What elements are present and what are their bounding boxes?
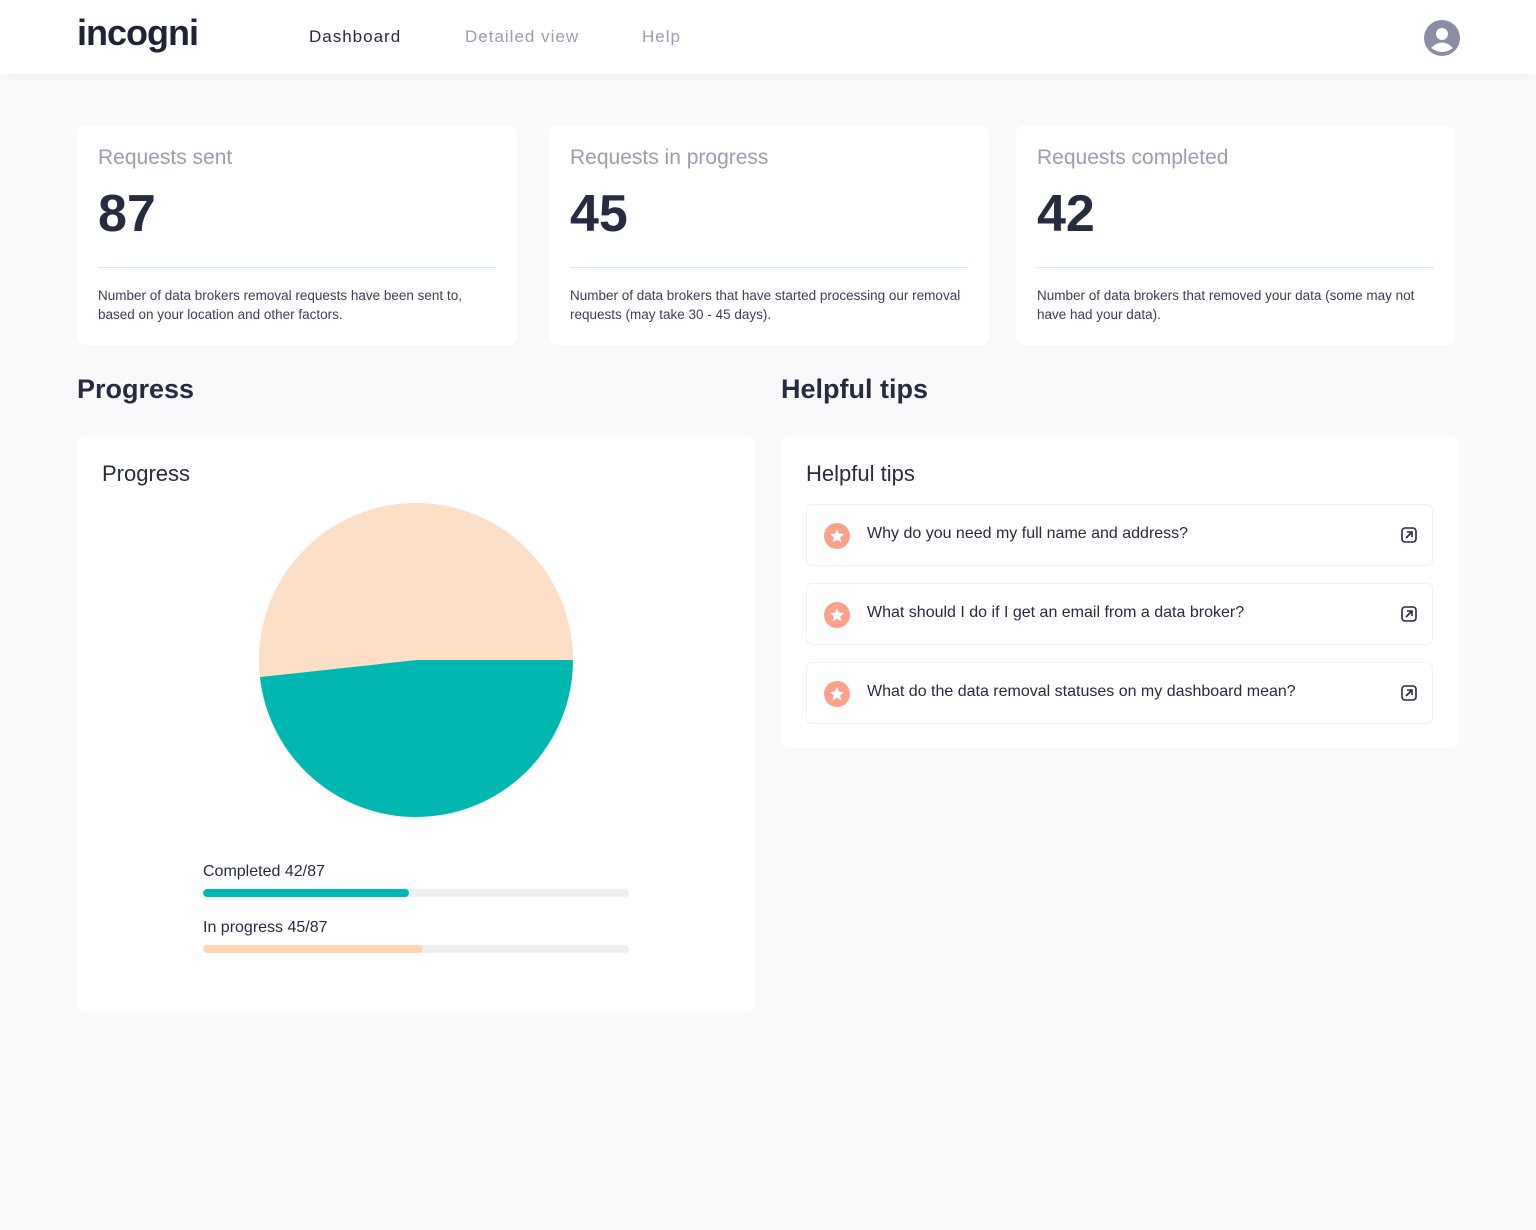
progress-card: Progress Completed 42/87 In progress 45/… [77,435,755,1013]
avatar[interactable] [1424,20,1460,56]
tip-item[interactable]: What should I do if I get an email from … [806,583,1433,645]
progress-track [203,945,629,953]
section-title: Helpful tips [781,374,928,404]
tip-item[interactable]: What do the data removal statuses on my … [806,662,1433,724]
stat-card: Requests in progress 45 Number of data b… [549,126,989,345]
star-icon [824,523,850,549]
open-icon[interactable] [1400,684,1418,702]
open-icon[interactable] [1400,605,1418,623]
card-title: Progress [102,461,191,486]
star-icon [824,602,850,628]
progress-fill [203,945,424,953]
star-icon [824,681,850,707]
stat-label: Requests in progress [570,146,769,169]
stat-label: Requests completed [1037,146,1229,169]
stat-card: Requests sent 87 Number of data brokers … [77,126,517,345]
progress-fill [203,889,409,897]
stat-description: Number of data brokers that have started… [570,288,961,322]
open-icon[interactable] [1400,526,1418,544]
progress-label: Completed 42/87 [203,863,325,880]
tip-text: Why do you need my full name and address… [867,525,1189,542]
pie-chart [259,503,573,818]
stat-description: Number of data brokers that removed your… [1037,288,1415,322]
logo[interactable]: incogni [77,12,199,53]
nav-link[interactable]: Detailed view [465,27,580,46]
stat-description: Number of data brokers removal requests … [98,288,462,322]
tips-card: Helpful tips Why do you need my full nam… [781,435,1458,748]
stat-value: 45 [570,185,628,243]
stat-card: Requests completed 42 Number of data bro… [1016,126,1455,345]
tip-text: What should I do if I get an email from … [867,604,1245,621]
progress-label: In progress 45/87 [203,919,328,936]
divider [570,267,968,268]
pie-slice [259,503,573,677]
card-title: Helpful tips [806,461,915,486]
stat-label: Requests sent [98,146,233,169]
stat-value: 42 [1037,185,1095,243]
progress-track [203,889,629,897]
top-bar: incogni Dashboard Detailed view Help [0,0,1536,74]
divider [98,267,496,268]
pie-slice [259,660,573,818]
tip-item[interactable]: Why do you need my full name and address… [806,504,1433,566]
section-title: Progress [77,374,195,404]
nav-link[interactable]: Dashboard [309,27,402,46]
stat-value: 87 [98,185,156,243]
divider [1037,267,1434,268]
tip-text: What do the data removal statuses on my … [867,683,1296,700]
nav-link[interactable]: Help [642,27,681,46]
